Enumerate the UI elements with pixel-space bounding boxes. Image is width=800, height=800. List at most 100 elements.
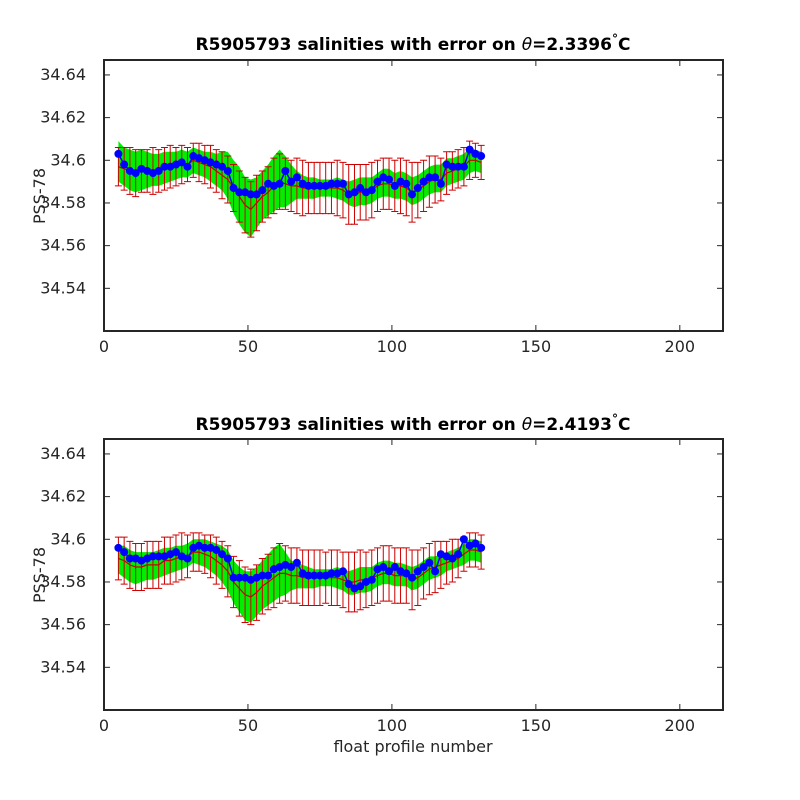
top-salinity-point (390, 181, 399, 190)
top-salinity-point (275, 179, 284, 188)
top-salinity-point (408, 190, 417, 199)
bottom-salinity-point (258, 571, 267, 580)
bottom-x-axis-label: float profile number (333, 737, 493, 756)
top-salinity-point (436, 179, 445, 188)
bottom-salinity-point (148, 552, 157, 561)
bottom-panel-title: R5905793 salinities with error on θ=2.41… (196, 412, 631, 435)
bottom-salinity-point (229, 573, 238, 582)
bottom-salinity-point (183, 554, 192, 563)
top-salinity-point (287, 177, 296, 186)
bottom-y-tick-label: 34.62 (40, 487, 86, 506)
bottom-salinity-point (310, 571, 319, 580)
top-salinity-point (425, 173, 434, 182)
top-salinity-point (413, 184, 422, 193)
top-salinity-point (459, 162, 468, 171)
top-salinity-point (402, 179, 411, 188)
bottom-salinity-point (459, 535, 468, 544)
bottom-y-axis-label: PSS-78 (30, 547, 49, 603)
top-salinity-point (160, 162, 169, 171)
bottom-salinity-point (218, 550, 227, 559)
top-x-tick-label: 150 (521, 337, 552, 356)
top-salinity-point (218, 162, 227, 171)
bottom-salinity-point (338, 567, 347, 576)
top-salinity-point (327, 179, 336, 188)
bottom-x-tick-label: 100 (377, 716, 408, 735)
top-y-tick-label: 34.56 (40, 236, 86, 255)
top-salinity-point (333, 179, 342, 188)
bottom-salinity-point (212, 545, 221, 554)
bottom-salinity-point (200, 543, 209, 552)
bottom-plot-area: 0 50 100 150 200 34.54 34.56 34.58 34.6 34.62 34.6… (40, 438, 724, 735)
bottom-y-tick-label: 34.58 (40, 572, 86, 591)
top-salinity-point (465, 145, 474, 154)
top-salinity-point (373, 177, 382, 186)
bottom-salinity-point (408, 573, 417, 582)
top-y-tick-label: 34.6 (50, 150, 86, 169)
bottom-salinity-point (125, 554, 134, 563)
bottom-salinity-point (304, 571, 313, 580)
top-axes-frame (103, 59, 724, 332)
top-y-tick-label: 34.58 (40, 193, 86, 212)
bottom-salinity-point (419, 563, 428, 572)
top-x-tick-label: 200 (665, 337, 696, 356)
bottom-band (118, 539, 482, 623)
bottom-x-tick-label: 200 (665, 716, 696, 735)
top-y-axis-label: PSS-78 (30, 168, 49, 224)
bottom-salinity-point (235, 573, 244, 582)
bottom-y-tick-label: 34.64 (40, 444, 86, 463)
bottom-salinity-point (413, 567, 422, 576)
top-salinity-point (431, 173, 440, 182)
bottom-y-tick-label: 34.6 (50, 529, 86, 548)
top-salinity-point (385, 175, 394, 184)
bottom-salinity-point (120, 548, 129, 557)
top-x-tick-label: 100 (377, 337, 408, 356)
top-salinity-point (223, 166, 232, 175)
bottom-salinity-point (402, 569, 411, 578)
bottom-salinity-point (315, 571, 324, 580)
top-salinity-point (131, 169, 140, 178)
bottom-salinity-point (431, 567, 440, 576)
bottom-salinity-point (114, 543, 123, 552)
bottom-salinity-point (327, 569, 336, 578)
top-salinity-point (120, 160, 129, 169)
top-salinity-point (292, 173, 301, 182)
top-y-tick-label: 34.64 (40, 65, 86, 84)
top-salinity-point (350, 188, 359, 197)
bottom-salinity-point (264, 571, 273, 580)
top-salinity-point (448, 162, 457, 171)
top-salinity-point (367, 186, 376, 195)
bottom-salinity-point (292, 558, 301, 567)
bottom-x-tick-label: 150 (521, 716, 552, 735)
top-salinity-point (235, 188, 244, 197)
top-salinity-point (477, 152, 486, 161)
top-salinity-point (154, 166, 163, 175)
top-y-tick-label: 34.54 (40, 278, 86, 297)
bottom-x-tick-label: 0 (99, 716, 109, 735)
top-salinity-point (310, 181, 319, 190)
top-salinity-point (246, 190, 255, 199)
top-y-tick-label: 34.62 (40, 108, 86, 127)
bottom-salinity-point (425, 558, 434, 567)
top-salinity-point (338, 179, 347, 188)
bottom-salinity-point (454, 550, 463, 559)
top-salinity-point (114, 149, 123, 158)
top-salinity-point (454, 162, 463, 171)
top-salinity-point (252, 190, 261, 199)
top-salinity-point (281, 166, 290, 175)
bottom-salinity-point (390, 563, 399, 572)
bottom-axes-frame (103, 438, 724, 711)
bottom-salinity-point (448, 554, 457, 563)
bottom-salinity-point (367, 575, 376, 584)
top-salinity-point (177, 158, 186, 167)
bottom-salinity-point (356, 582, 365, 591)
bottom-panel: R5905793 salinities with error on θ=2.41… (30, 412, 724, 756)
top-panel: R5905793 salinities with error on θ=2.33… (30, 32, 724, 356)
bottom-salinity-point (171, 548, 180, 557)
bottom-salinity-point (344, 580, 353, 589)
bottom-y-tick-label: 34.56 (40, 615, 86, 634)
bottom-salinity-point (385, 567, 394, 576)
bottom-salinity-point (471, 539, 480, 548)
top-salinity-point (315, 181, 324, 190)
bottom-x-tick-label: 50 (238, 716, 258, 735)
